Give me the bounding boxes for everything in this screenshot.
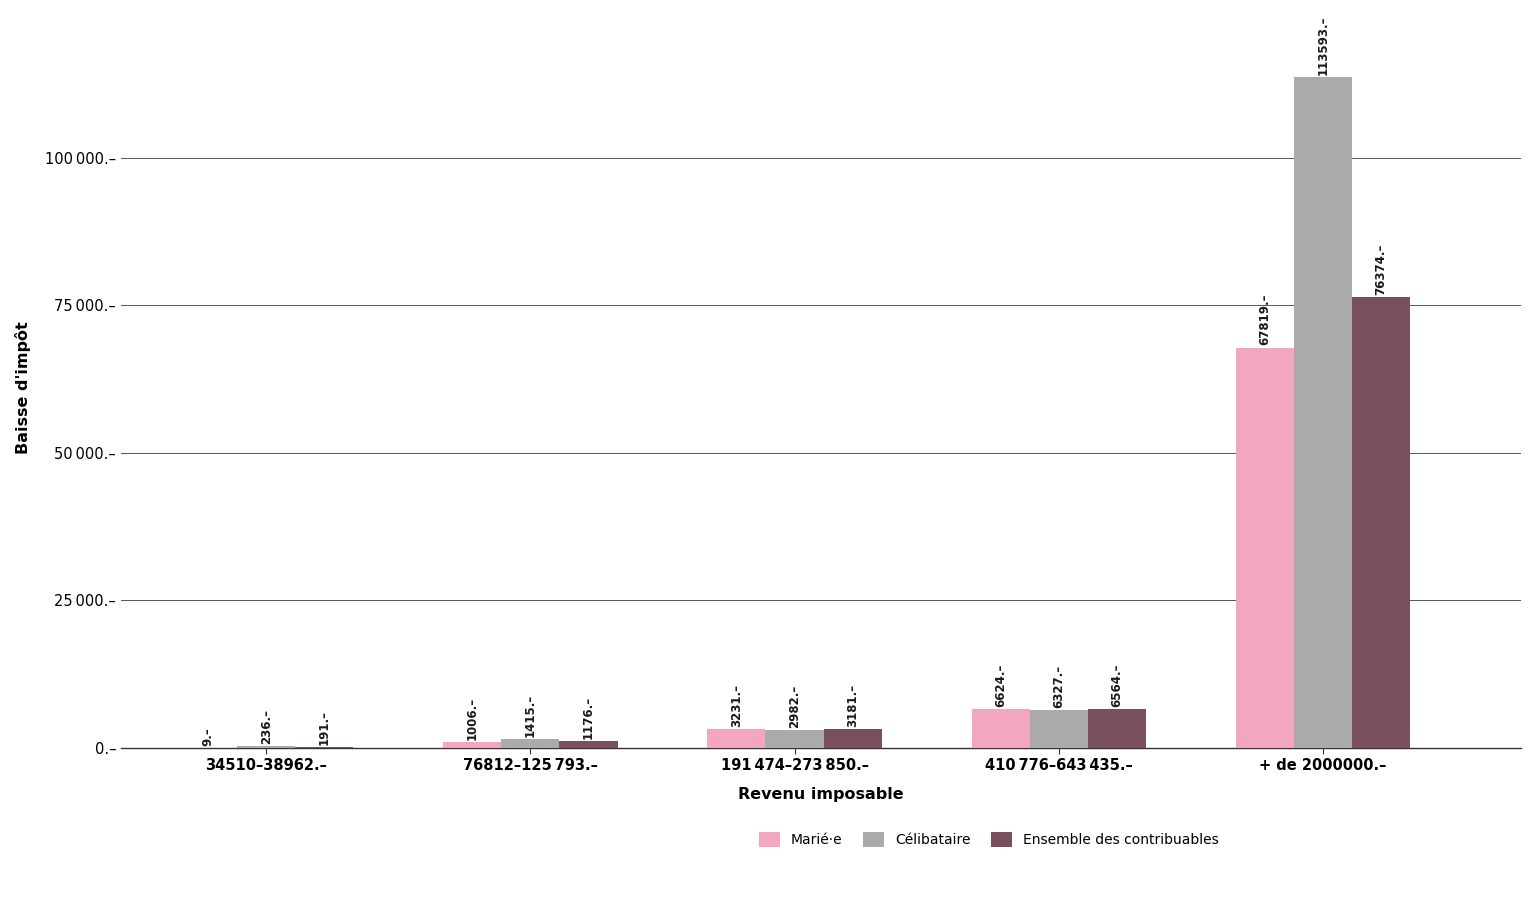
Text: 6624.–: 6624.– (994, 663, 1008, 706)
Text: 76374.–: 76374.– (1375, 243, 1387, 295)
Text: 6327.–: 6327.– (1052, 665, 1064, 708)
Bar (501, 739, 559, 748)
Bar (1293, 77, 1352, 748)
Bar (708, 728, 765, 748)
Bar (1235, 348, 1293, 748)
Bar (765, 730, 823, 748)
Text: 236.–: 236.– (260, 709, 273, 744)
Text: 9.–: 9.– (201, 727, 215, 746)
Text: 3231.–: 3231.– (730, 683, 743, 727)
Text: 1176.–: 1176.– (582, 695, 594, 739)
Text: 3181.–: 3181.– (846, 684, 859, 727)
Bar (237, 747, 295, 748)
Bar (1087, 709, 1146, 748)
Text: 67819.–: 67819.– (1258, 294, 1272, 346)
Bar (1352, 297, 1410, 748)
Text: 113593.–: 113593.– (1316, 16, 1329, 76)
Text: 1415.–: 1415.– (524, 694, 538, 738)
Text: 6564.–: 6564.– (1111, 664, 1123, 707)
Text: 2982.–: 2982.– (788, 685, 800, 728)
Bar (559, 741, 617, 748)
Bar (444, 742, 501, 748)
X-axis label: Revenu imposable: Revenu imposable (739, 787, 903, 802)
Bar (823, 729, 882, 748)
Bar (295, 747, 353, 748)
Legend: Marié·e, Célibataire, Ensemble des contribuables: Marié·e, Célibataire, Ensemble des contr… (753, 827, 1224, 853)
Text: 1006.–: 1006.– (465, 697, 479, 739)
Bar (1029, 711, 1087, 748)
Bar (971, 709, 1029, 748)
Y-axis label: Baisse d'impôt: Baisse d'impôt (15, 322, 31, 455)
Text: 191.–: 191.– (318, 710, 330, 745)
